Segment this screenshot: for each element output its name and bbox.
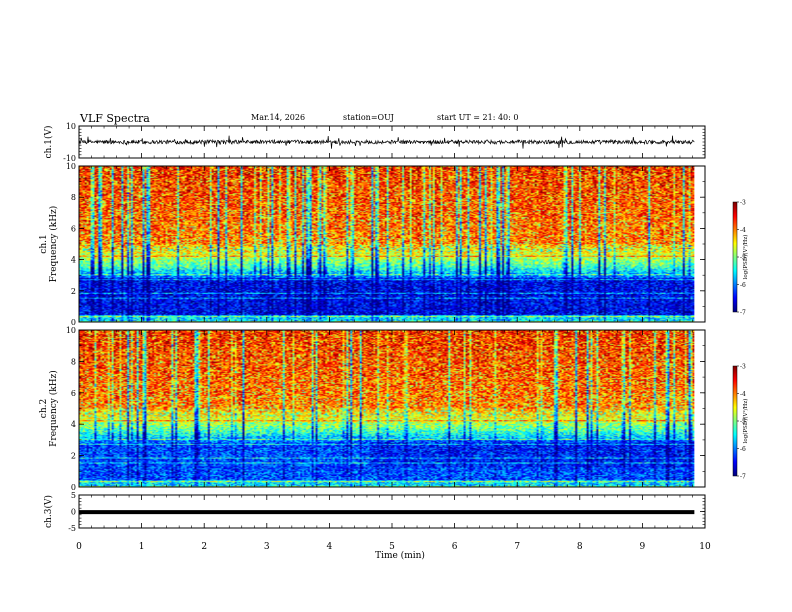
ch1-colorbar-tick: -7 — [740, 310, 746, 317]
panel2-ytick-label: 8 — [71, 357, 76, 366]
panel1-ytick-label: 10 — [66, 162, 76, 171]
ch2-spectrogram-image — [79, 330, 695, 487]
panel0-ylabel: ch.1(V) — [43, 126, 54, 159]
ch2-colorbar-tick: -4 — [740, 391, 746, 398]
panel3-ytick-label: 5 — [71, 491, 76, 500]
panel1-ytick-label: 2 — [71, 287, 76, 296]
panel2-ylabel: Frequency (kHz) — [48, 370, 59, 447]
panel2-ylabel: ch.2 — [39, 399, 49, 418]
ch2-colorbar — [733, 366, 737, 476]
ch2-colorbar-tick: -5 — [740, 419, 746, 426]
ch1-spectrogram-image — [79, 166, 695, 322]
ch1-colorbar-tick: -6 — [740, 282, 746, 289]
header-date: Mar.14, 2026 — [251, 113, 306, 122]
figure-title: VLF Spectra — [80, 112, 150, 125]
panel2-ytick-label: 2 — [71, 452, 76, 461]
panel0-ytick-label: 10 — [66, 122, 76, 131]
x-axis-label: Time (min) — [375, 550, 425, 561]
ch1-colorbar-tick: -5 — [740, 255, 746, 262]
panel3-ytick-label: -5 — [68, 524, 76, 533]
panel0-ytick-label: -10 — [63, 154, 76, 163]
header-station: station=OUJ — [343, 113, 394, 122]
panel2-ytick-label: 4 — [71, 420, 76, 429]
panel1-ytick-label: 0 — [71, 318, 76, 327]
panel3-ytick-label: 0 — [71, 508, 76, 517]
header-start-time: start UT = 21: 40: 0 — [437, 113, 519, 122]
x-tick-label: 2 — [201, 542, 207, 552]
panel2-ytick-label: 0 — [71, 483, 76, 492]
x-tick-label: 6 — [452, 542, 458, 552]
ch2-colorbar-tick: -3 — [740, 364, 746, 371]
panel2-ytick-label: 10 — [66, 326, 76, 335]
ch1-colorbar-tick: -3 — [740, 200, 746, 207]
panel1-ytick-label: 8 — [71, 193, 76, 202]
panel1-ytick-label: 4 — [71, 256, 76, 265]
ch2-colorbar-tick: -6 — [740, 446, 746, 453]
x-tick-label: 10 — [699, 542, 711, 552]
ch1-waveform-trace — [78, 135, 695, 149]
x-tick-label: 5 — [389, 542, 395, 552]
x-tick-label: 9 — [640, 542, 646, 552]
x-tick-label: 4 — [327, 542, 333, 552]
x-tick-label: 3 — [264, 542, 270, 552]
ch1-colorbar-tick: -4 — [740, 227, 746, 234]
x-tick-label: 8 — [577, 542, 583, 552]
panel1-ylabel: ch.1 — [39, 234, 49, 253]
x-tick-label: 1 — [139, 542, 145, 552]
x-tick-label: 7 — [514, 542, 520, 552]
x-tick-label: 0 — [76, 542, 82, 552]
ch1-colorbar — [733, 202, 737, 312]
ch1-colorbar-label: log(PSD)(V²/Hz) — [742, 235, 749, 280]
panel1-ylabel: Frequency (kHz) — [48, 206, 59, 283]
ch2-colorbar-label: log(PSD)(V²/Hz) — [742, 399, 749, 444]
panel2-ytick-label: 6 — [71, 389, 76, 398]
ch2-colorbar-tick: -7 — [740, 474, 746, 481]
panel3-ylabel: ch.3(V) — [43, 495, 54, 528]
panel1-ytick-label: 6 — [71, 224, 76, 233]
